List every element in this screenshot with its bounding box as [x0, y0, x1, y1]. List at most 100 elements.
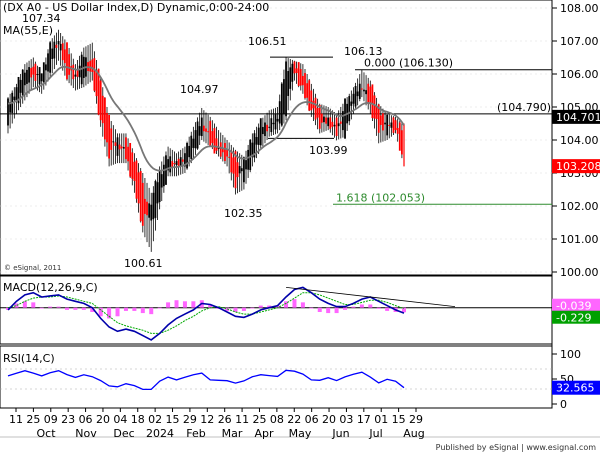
candle-body [289, 67, 292, 89]
price-annotation: 106.13 [344, 45, 383, 58]
candle-body [274, 114, 277, 130]
candle-body [283, 79, 285, 115]
candle-body [116, 137, 119, 156]
macd-histogram-bar [115, 307, 120, 317]
candle-body [213, 128, 216, 154]
macd-histogram-bar [191, 301, 196, 308]
candle-body [327, 117, 330, 127]
candle-body [133, 161, 136, 181]
candle-body [226, 149, 228, 157]
price-badge-label: 104.701 [556, 111, 600, 124]
rsi-line [7, 369, 405, 391]
candle-body [150, 204, 153, 221]
candle-body [127, 146, 129, 162]
x-tick-label: 02 [148, 413, 162, 426]
x-month-label: Dec [113, 427, 134, 440]
y-tick-label: 108.00 [560, 2, 599, 15]
price-annotation: 107.34 [22, 12, 61, 25]
candle-body [333, 124, 336, 127]
candle-body [257, 127, 260, 145]
candle-body [335, 117, 338, 137]
candle-body [253, 133, 256, 158]
candle-body [339, 121, 342, 124]
candle-body [19, 79, 22, 93]
candle-body [386, 114, 389, 136]
candle-body [95, 70, 98, 97]
x-month-label: Jun [331, 427, 349, 440]
x-tick-label: 11 [235, 413, 249, 426]
fib-label: 1.618 (102.053) [336, 191, 425, 204]
candle-body [247, 149, 250, 170]
candle-body [38, 67, 41, 85]
candle-body [194, 130, 197, 149]
candle-body [291, 63, 294, 82]
candle-body [392, 117, 395, 133]
candle-body [15, 87, 18, 101]
candle-body [9, 102, 12, 113]
macd-histogram-bar [385, 307, 390, 311]
macd-histogram-bar [90, 307, 95, 312]
candle-body [278, 101, 281, 124]
macd-histogram-bar [81, 307, 86, 310]
x-tick-label: 23 [61, 413, 75, 426]
candle-body [270, 118, 273, 133]
candle-body [61, 43, 64, 61]
candle-body [316, 107, 319, 118]
candle-body [184, 153, 186, 167]
candle-body [177, 158, 180, 166]
candle-body [106, 112, 108, 143]
price-annotation: 103.99 [309, 144, 348, 157]
candle-body [192, 138, 195, 148]
candle-body [377, 104, 380, 133]
macd-histogram-bar [241, 307, 246, 311]
candle-body [342, 111, 344, 131]
price-badge [552, 159, 600, 174]
macd-histogram-bar [258, 305, 263, 308]
x-tick-label: 25 [252, 413, 266, 426]
macd-histogram-bar [39, 307, 44, 309]
candle-body [40, 73, 43, 82]
candle-body [122, 147, 125, 149]
candle-body [190, 135, 193, 160]
price-y-axis: 108.00107.00106.00105.00104.00103.00102.… [552, 2, 599, 279]
candle-body [131, 152, 134, 179]
candle-body [228, 156, 231, 158]
macd-line [7, 292, 405, 334]
candle-body [329, 117, 332, 129]
candle-body [74, 74, 77, 77]
macd-badge [552, 298, 600, 312]
candle-body [146, 201, 148, 216]
candle-body [30, 68, 33, 78]
candle-body [224, 142, 226, 161]
candle-body [245, 160, 247, 170]
candle-body [314, 97, 317, 120]
candle-body [76, 70, 79, 77]
candle-body [63, 49, 66, 64]
candle-body [230, 150, 233, 173]
x-tick-label: 09 [44, 413, 58, 426]
candle-body [125, 137, 127, 160]
candle-body [97, 68, 100, 115]
x-tick-label: 06 [79, 413, 93, 426]
candle-body [207, 131, 210, 133]
candle-body [306, 83, 309, 98]
candle-body [261, 126, 264, 135]
macd-histogram-bar [208, 304, 213, 308]
x-month-label: Oct [36, 427, 56, 440]
candle-body [148, 203, 151, 218]
candle-body [251, 142, 254, 158]
candle-body [55, 44, 58, 48]
x-tick-label: 20 [322, 413, 336, 426]
candle-body [360, 88, 363, 90]
candle-body [331, 121, 334, 127]
x-tick-label: 29 [183, 413, 197, 426]
rsi-panel [0, 345, 553, 409]
candle-body [388, 124, 391, 126]
candle-body [365, 90, 367, 95]
macd-histogram-bar [309, 307, 314, 309]
price-gridlines [0, 7, 552, 273]
candle-body [200, 117, 203, 137]
candle-body [308, 80, 311, 111]
macd-histogram-bar [376, 307, 381, 309]
candle-body [234, 151, 237, 189]
